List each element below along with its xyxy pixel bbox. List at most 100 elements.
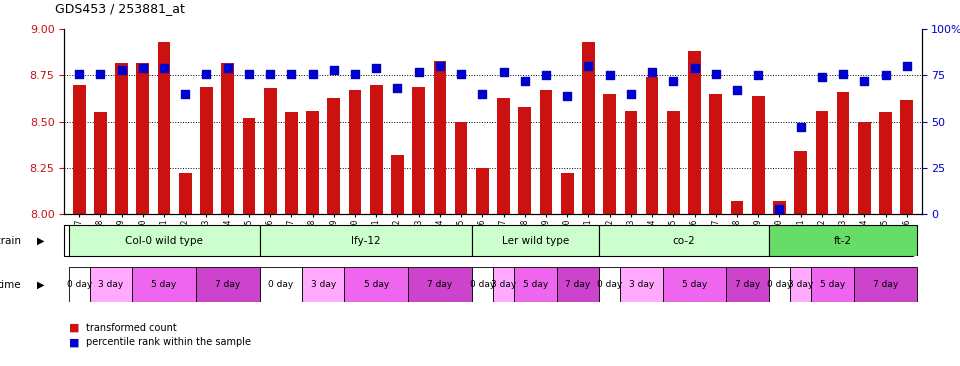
Bar [515,267,557,302]
Bar [900,100,913,214]
Point [856,78,872,84]
Point [411,69,426,75]
Bar [790,267,811,302]
Text: ■: ■ [69,322,80,333]
Text: GDS453 / 253881_at: GDS453 / 253881_at [55,1,184,15]
Bar [582,42,595,214]
Bar [285,112,298,214]
Point [474,91,490,97]
Bar [476,168,489,214]
Bar [68,267,90,302]
Bar [259,225,471,256]
Point [772,206,787,212]
Bar [471,225,599,256]
Bar [157,42,171,214]
Text: time: time [0,280,21,290]
Bar [306,111,319,214]
Text: 5 day: 5 day [523,280,548,289]
Bar [794,151,807,214]
Text: ft-2: ft-2 [834,236,852,246]
Text: 0 day: 0 day [767,280,792,289]
Bar [391,155,404,214]
Text: 7 day: 7 day [427,280,452,289]
Point [284,71,300,76]
Bar [858,122,871,214]
Point [539,72,554,78]
Point [369,65,384,71]
Text: 0 day: 0 day [469,280,495,289]
Bar [327,98,340,214]
Bar [599,267,620,302]
Point [241,71,256,76]
Bar [557,267,599,302]
Text: 7 day: 7 day [735,280,760,289]
Bar [222,63,234,214]
Bar [620,267,662,302]
Point [135,65,151,71]
Bar [837,92,850,214]
Text: 3 day: 3 day [311,280,336,289]
Point [348,71,363,76]
Point [199,71,214,76]
Bar [853,267,918,302]
Bar [259,267,302,302]
Bar [815,111,828,214]
Text: 7 day: 7 day [873,280,899,289]
Point [114,67,130,73]
Bar [731,201,743,214]
Point [432,63,447,69]
Bar [90,267,132,302]
Bar [434,61,446,214]
Bar [769,267,790,302]
Point [156,65,172,71]
Point [453,71,468,76]
Text: co-2: co-2 [673,236,695,246]
Bar [769,225,918,256]
Bar [727,267,769,302]
Text: 5 day: 5 day [682,280,708,289]
Point [178,91,193,97]
Bar [811,267,853,302]
Bar [667,111,680,214]
Bar [625,111,637,214]
Bar [413,87,425,214]
Bar [179,173,192,214]
Point [93,71,108,76]
Bar [132,267,196,302]
Text: 5 day: 5 day [820,280,845,289]
Text: percentile rank within the sample: percentile rank within the sample [86,337,252,347]
Point [644,69,660,75]
Text: 0 day: 0 day [597,280,622,289]
Bar [302,267,345,302]
Text: ■: ■ [69,337,80,347]
Text: lfy-12: lfy-12 [350,236,380,246]
Bar [200,87,213,214]
Text: 5 day: 5 day [364,280,389,289]
Text: strain: strain [0,236,21,246]
Bar [455,122,468,214]
Bar [646,77,659,214]
Point [814,74,829,80]
Point [581,63,596,69]
Bar [471,267,492,302]
Bar [68,225,259,256]
Bar [370,85,383,214]
Bar [709,94,722,214]
Text: 0 day: 0 day [268,280,294,289]
Point [517,78,533,84]
Bar [662,267,727,302]
Bar [773,201,786,214]
Bar [348,90,361,214]
Text: 5 day: 5 day [152,280,177,289]
Text: ▶: ▶ [37,280,45,290]
Point [793,124,808,130]
Bar [603,94,616,214]
Text: 3 day: 3 day [98,280,124,289]
Bar [497,98,510,214]
Bar [115,63,128,214]
Bar [73,85,85,214]
Text: 3 day: 3 day [788,280,813,289]
Bar [243,118,255,214]
Bar [561,173,573,214]
Bar [688,52,701,214]
